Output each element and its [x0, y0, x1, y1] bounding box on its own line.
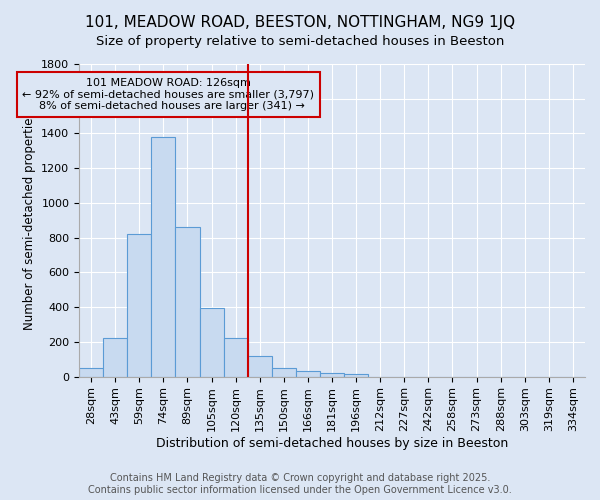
Text: Size of property relative to semi-detached houses in Beeston: Size of property relative to semi-detach…	[96, 35, 504, 48]
Bar	[200, 308, 224, 376]
Bar	[272, 368, 296, 376]
Bar	[79, 368, 103, 376]
Bar	[296, 372, 320, 376]
Bar	[127, 234, 151, 376]
Text: 101 MEADOW ROAD: 126sqm
← 92% of semi-detached houses are smaller (3,797)
  8% o: 101 MEADOW ROAD: 126sqm ← 92% of semi-de…	[22, 78, 314, 111]
Text: 101, MEADOW ROAD, BEESTON, NOTTINGHAM, NG9 1JQ: 101, MEADOW ROAD, BEESTON, NOTTINGHAM, N…	[85, 15, 515, 30]
Bar	[248, 356, 272, 376]
Bar	[224, 338, 248, 376]
Bar	[151, 137, 175, 376]
Y-axis label: Number of semi-detached properties: Number of semi-detached properties	[23, 111, 35, 330]
Bar	[344, 374, 368, 376]
Bar	[103, 338, 127, 376]
Bar	[175, 227, 200, 376]
Text: Contains HM Land Registry data © Crown copyright and database right 2025.
Contai: Contains HM Land Registry data © Crown c…	[88, 474, 512, 495]
Bar	[320, 373, 344, 376]
X-axis label: Distribution of semi-detached houses by size in Beeston: Distribution of semi-detached houses by …	[156, 437, 508, 450]
